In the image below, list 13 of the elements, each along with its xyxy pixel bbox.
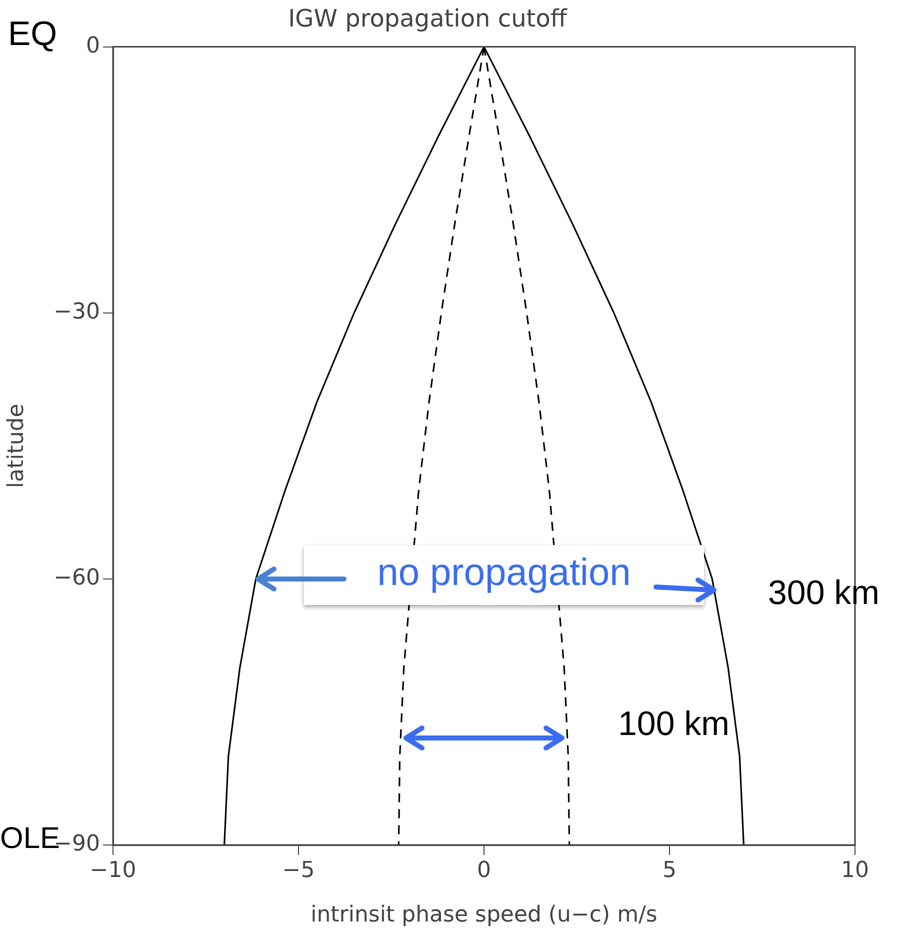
- text: EQ: [8, 15, 58, 54]
- y-tick-label: −30: [54, 300, 100, 325]
- x-tick-label: −10: [90, 858, 136, 883]
- x-tick-label: −5: [282, 858, 315, 883]
- y-tick-label: 0: [86, 34, 100, 59]
- annotation: 100 km: [618, 705, 730, 744]
- y-axis-title: latitude: [4, 404, 29, 488]
- x-tick-label: 10: [841, 858, 869, 883]
- y-tick-label: −60: [54, 566, 100, 591]
- chart-title: IGW propagation cutoff: [288, 4, 568, 33]
- x-tick-label: 5: [662, 858, 676, 883]
- x-tick-label: 0: [477, 858, 491, 883]
- x-axis-title: intrinsit phase speed (u−c) m/s: [310, 902, 658, 928]
